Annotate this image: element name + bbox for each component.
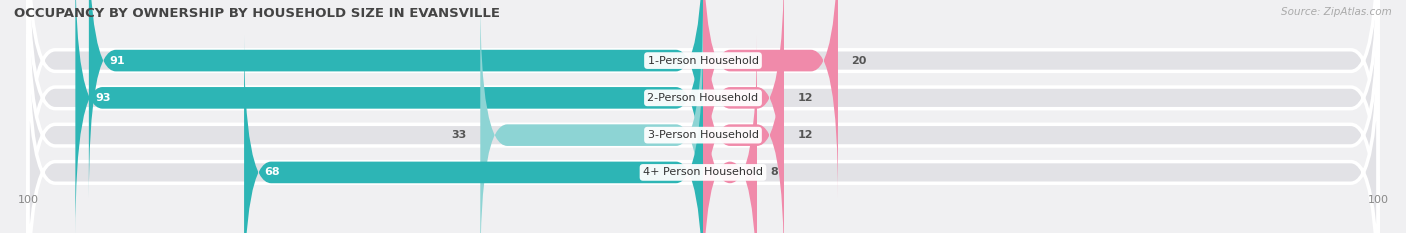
Text: 91: 91 [110, 56, 125, 65]
FancyBboxPatch shape [76, 0, 703, 233]
FancyBboxPatch shape [703, 0, 838, 199]
FancyBboxPatch shape [245, 34, 703, 233]
Text: 12: 12 [797, 130, 813, 140]
FancyBboxPatch shape [89, 0, 703, 199]
Text: 68: 68 [264, 168, 280, 177]
FancyBboxPatch shape [28, 0, 1378, 233]
Text: Source: ZipAtlas.com: Source: ZipAtlas.com [1281, 7, 1392, 17]
FancyBboxPatch shape [28, 0, 1378, 233]
Text: 3-Person Household: 3-Person Household [648, 130, 758, 140]
Text: 20: 20 [852, 56, 868, 65]
Text: OCCUPANCY BY OWNERSHIP BY HOUSEHOLD SIZE IN EVANSVILLE: OCCUPANCY BY OWNERSHIP BY HOUSEHOLD SIZE… [14, 7, 501, 20]
Text: 93: 93 [96, 93, 111, 103]
Text: 1-Person Household: 1-Person Household [648, 56, 758, 65]
FancyBboxPatch shape [28, 0, 1378, 199]
FancyBboxPatch shape [481, 0, 703, 233]
FancyBboxPatch shape [703, 34, 756, 233]
FancyBboxPatch shape [703, 0, 785, 233]
FancyBboxPatch shape [28, 34, 1378, 233]
FancyBboxPatch shape [703, 0, 785, 233]
Text: 4+ Person Household: 4+ Person Household [643, 168, 763, 177]
Text: 2-Person Household: 2-Person Household [647, 93, 759, 103]
Text: 12: 12 [797, 93, 813, 103]
Text: 8: 8 [770, 168, 779, 177]
Text: 33: 33 [451, 130, 467, 140]
